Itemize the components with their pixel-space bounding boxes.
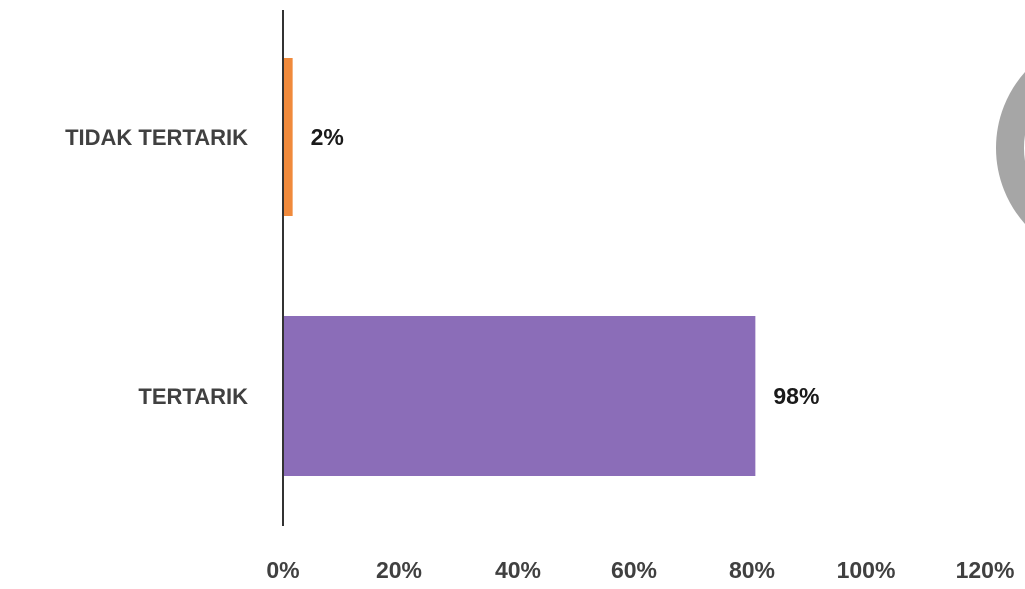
categories-layer: TIDAK TERTARIK TERTARIK bbox=[65, 125, 248, 409]
x-tick-label: 0% bbox=[266, 557, 299, 583]
x-tick-label: 20% bbox=[376, 557, 422, 583]
bars-layer bbox=[284, 58, 756, 476]
bar-tertarik bbox=[284, 316, 756, 476]
x-tick-label: 60% bbox=[611, 557, 657, 583]
x-tick-label: 120% bbox=[956, 557, 1015, 583]
decorative-ring bbox=[996, 72, 1025, 224]
value-label-tidak-tertarik: 2% bbox=[311, 124, 344, 150]
ticks-layer: 0% 20% 40% 60% 80% 100% 120% bbox=[266, 557, 1014, 583]
category-label-tertarik: TERTARIK bbox=[138, 384, 248, 409]
category-label-tidak-tertarik: TIDAK TERTARIK bbox=[65, 125, 248, 150]
bar-tidak-tertarik bbox=[284, 58, 293, 216]
x-tick-label: 100% bbox=[837, 557, 896, 583]
x-tick-label: 40% bbox=[495, 557, 541, 583]
x-tick-label: 80% bbox=[729, 557, 775, 583]
labels-layer: 2% 98% bbox=[311, 124, 820, 409]
value-label-tertarik: 98% bbox=[773, 383, 819, 409]
